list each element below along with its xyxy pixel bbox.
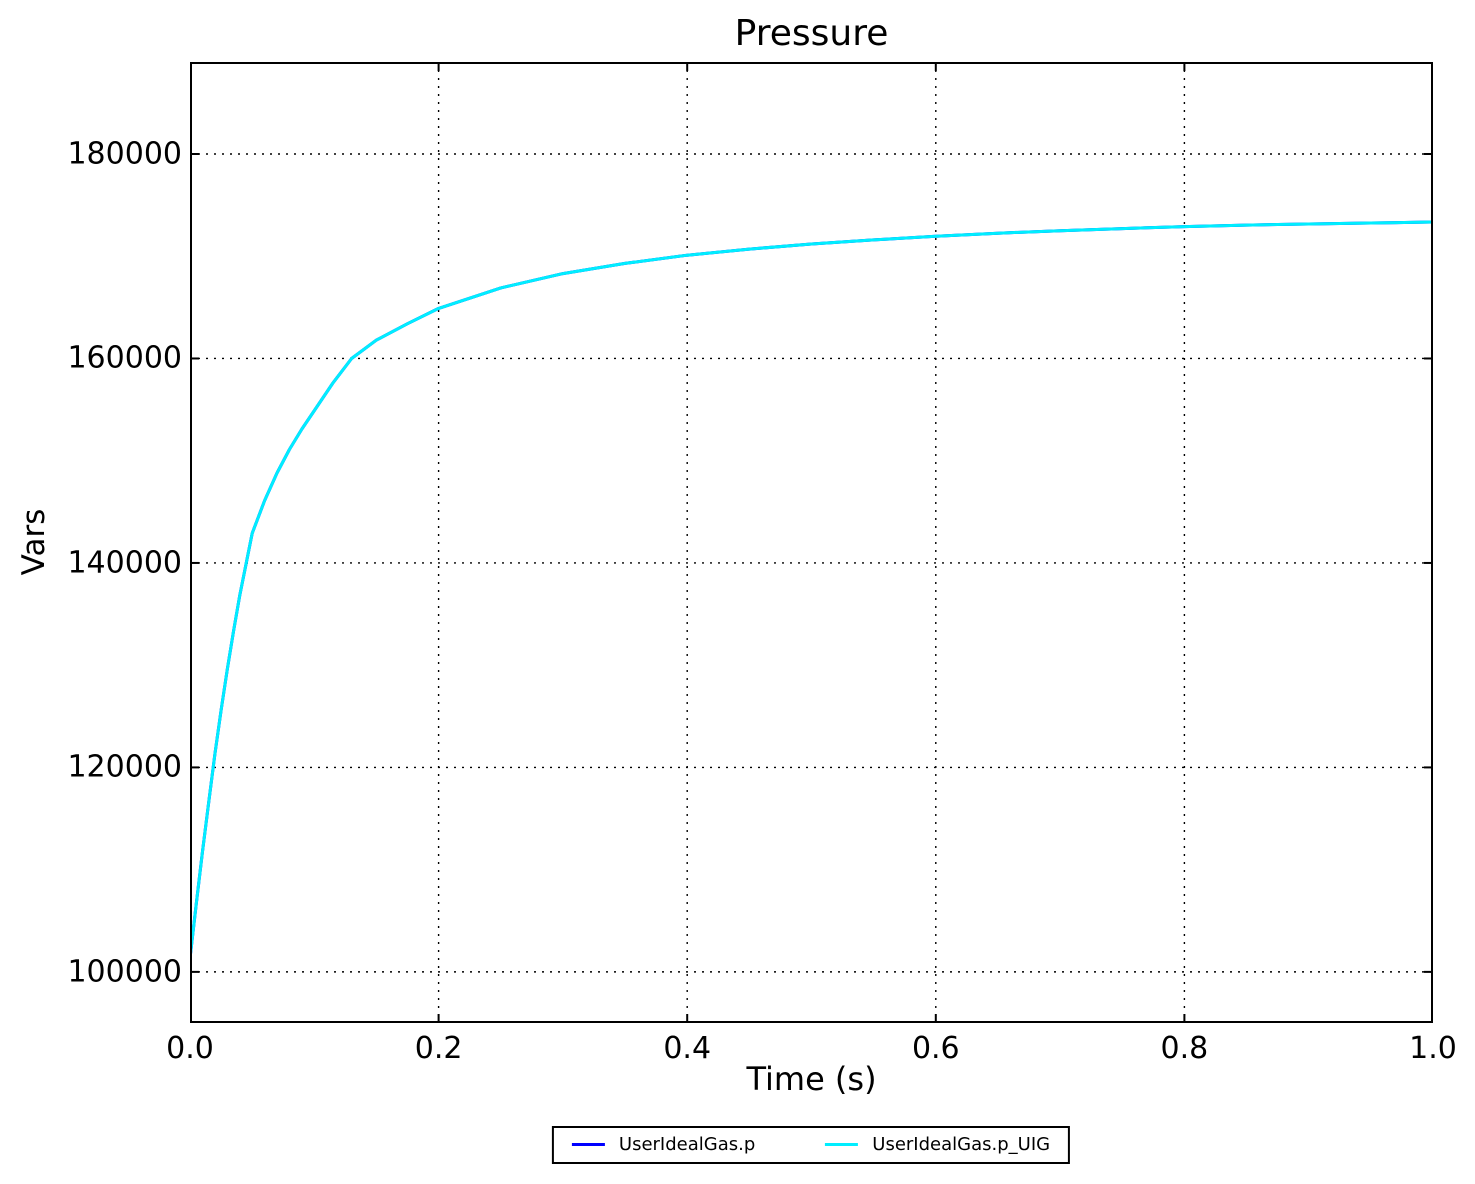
legend-label-p: UserIdealGas.p bbox=[618, 1134, 756, 1155]
x-tick-label: 0.8 bbox=[1160, 1031, 1209, 1066]
y-tick-label: 100000 bbox=[67, 954, 182, 990]
series-line-UserIdealGas.p_UIG bbox=[190, 220, 1433, 959]
legend-label-p-uig: UserIdealGas.p_UIG bbox=[872, 1134, 1051, 1155]
chart-title: Pressure bbox=[734, 13, 889, 54]
x-tick-label: 0.4 bbox=[663, 1031, 712, 1066]
x-tick-label: 1.0 bbox=[1409, 1031, 1457, 1066]
series-line-UserIdealGas.p bbox=[190, 220, 1433, 959]
plot-frame bbox=[190, 62, 1433, 1023]
y-tick-label: 180000 bbox=[67, 136, 182, 172]
legend-item-p-uig: UserIdealGas.p_UIG bbox=[825, 1134, 1050, 1156]
y-tick-label: 120000 bbox=[67, 749, 182, 785]
plot-area bbox=[190, 62, 1433, 1023]
y-tick-label: 160000 bbox=[67, 340, 182, 376]
x-axis-label: Time (s) bbox=[746, 1060, 877, 1098]
legend: UserIdealGas.p UserIdealGas.p_UIG bbox=[551, 1126, 1071, 1164]
x-tick-label: 0.6 bbox=[911, 1031, 960, 1066]
y-tick-label: 140000 bbox=[67, 545, 182, 581]
x-tick-label: 0.0 bbox=[166, 1031, 214, 1066]
y-axis-label: Vars bbox=[16, 508, 52, 576]
legend-line-sample-blue bbox=[571, 1143, 605, 1147]
x-tick-label: 0.2 bbox=[414, 1031, 463, 1066]
legend-line-sample-cyan bbox=[825, 1143, 859, 1147]
legend-item-p: UserIdealGas.p bbox=[571, 1134, 756, 1156]
